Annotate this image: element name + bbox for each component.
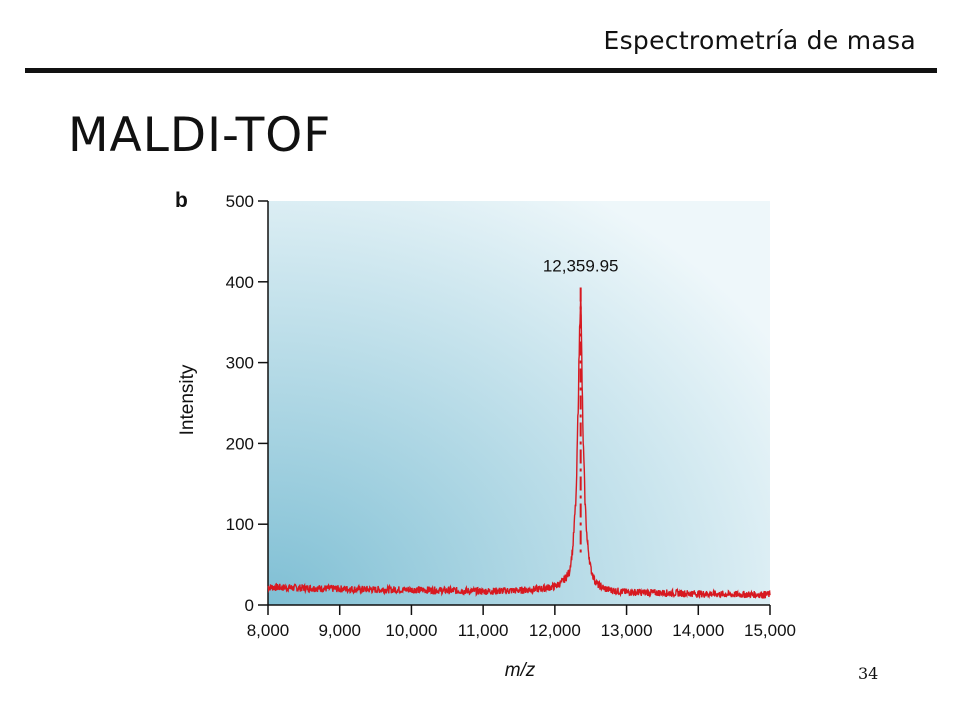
- header-title: Espectrometría de masa: [603, 26, 916, 55]
- y-tick-label: 0: [245, 596, 254, 615]
- panel-label: b: [175, 189, 188, 212]
- header-divider: [25, 68, 937, 73]
- x-tick-label: 12,000: [529, 621, 581, 640]
- x-tick-label: 13,000: [601, 621, 653, 640]
- x-axis-label: m/z: [505, 660, 536, 681]
- y-tick-label: 100: [226, 515, 254, 534]
- page-number: 34: [858, 664, 879, 683]
- y-tick-label: 500: [226, 192, 254, 211]
- x-tick-label: 11,000: [458, 621, 509, 640]
- plot-background: [268, 201, 770, 605]
- x-tick-label: 15,000: [744, 621, 796, 640]
- x-tick-label: 9,000: [318, 621, 361, 640]
- spectrum-line: [267, 296, 771, 600]
- x-tick-label: 14,000: [672, 621, 724, 640]
- y-tick-label: 400: [226, 273, 254, 292]
- slide-title: MALDI-TOF: [68, 108, 332, 163]
- y-tick-label: 200: [226, 434, 254, 453]
- x-tick-label: 10,000: [385, 621, 437, 640]
- peak-annotation: 12,359.95: [543, 256, 619, 275]
- x-tick-label: 8,000: [247, 621, 290, 640]
- y-axis-label: Intensity: [177, 364, 198, 435]
- y-tick-label: 300: [226, 354, 254, 373]
